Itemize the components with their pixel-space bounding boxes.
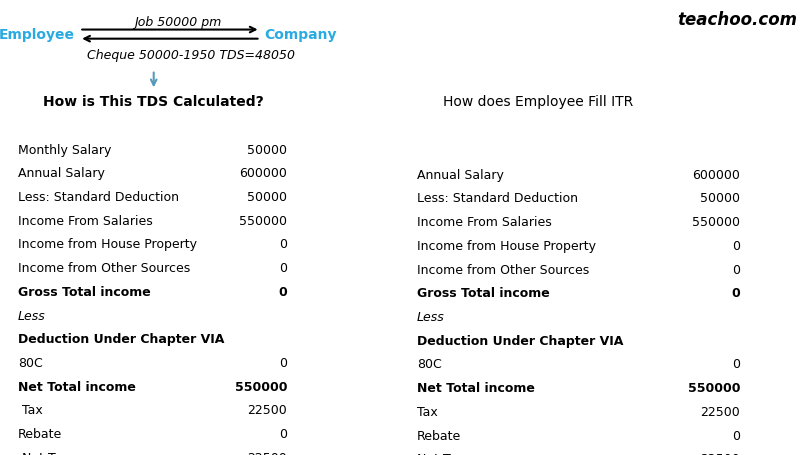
Text: Tax: Tax [18, 404, 43, 417]
Text: Rebate: Rebate [417, 429, 461, 442]
Text: 0: 0 [731, 287, 740, 300]
Text: 0: 0 [732, 358, 740, 371]
Text: 550000: 550000 [235, 380, 287, 393]
Text: Deduction Under Chapter VIA: Deduction Under Chapter VIA [417, 334, 623, 347]
Text: 0: 0 [279, 262, 287, 275]
Text: Rebate: Rebate [18, 427, 62, 440]
Text: 22500: 22500 [701, 452, 740, 455]
Text: Income From Salaries: Income From Salaries [417, 216, 552, 229]
Text: Less: Standard Deduction: Less: Standard Deduction [18, 191, 179, 204]
Text: 22500: 22500 [248, 404, 287, 417]
Text: 0: 0 [732, 429, 740, 442]
Text: Net Total income: Net Total income [417, 381, 535, 394]
Text: Company: Company [265, 28, 337, 42]
Text: Annual Salary: Annual Salary [417, 168, 503, 182]
Text: 600000: 600000 [239, 167, 287, 180]
Text: 0: 0 [279, 356, 287, 369]
Text: 550000: 550000 [688, 381, 740, 394]
Text: 80C: 80C [18, 356, 43, 369]
Text: Gross Total income: Gross Total income [417, 287, 549, 300]
Text: 0: 0 [279, 427, 287, 440]
Text: Monthly Salary: Monthly Salary [18, 143, 111, 157]
Text: Income from House Property: Income from House Property [18, 238, 197, 251]
Text: 600000: 600000 [693, 168, 740, 182]
Text: How is This TDS Calculated?: How is This TDS Calculated? [44, 95, 264, 109]
Text: teachoo.com: teachoo.com [677, 11, 797, 29]
Text: Net Tax: Net Tax [18, 451, 69, 455]
Text: Less: Standard Deduction: Less: Standard Deduction [417, 192, 578, 205]
Text: Net Total income: Net Total income [18, 380, 136, 393]
Text: 50000: 50000 [248, 191, 287, 204]
Text: 0: 0 [732, 239, 740, 253]
Text: Job 50000 pm: Job 50000 pm [134, 16, 222, 29]
Text: Less: Less [18, 309, 45, 322]
Text: How does Employee Fill ITR: How does Employee Fill ITR [443, 95, 633, 109]
Text: Less: Less [417, 310, 444, 324]
Text: Deduction Under Chapter VIA: Deduction Under Chapter VIA [18, 333, 224, 346]
Text: 22500: 22500 [248, 451, 287, 455]
Text: Annual Salary: Annual Salary [18, 167, 104, 180]
Text: Income From Salaries: Income From Salaries [18, 214, 153, 228]
Text: Income from Other Sources: Income from Other Sources [417, 263, 589, 276]
Text: 550000: 550000 [693, 216, 740, 229]
Text: Income from House Property: Income from House Property [417, 239, 595, 253]
Text: 550000: 550000 [239, 214, 287, 228]
Text: 50000: 50000 [701, 192, 740, 205]
Text: 0: 0 [732, 263, 740, 276]
Text: 22500: 22500 [701, 405, 740, 418]
Text: 0: 0 [279, 238, 287, 251]
Text: 80C: 80C [417, 358, 442, 371]
Text: Net Tax: Net Tax [417, 452, 464, 455]
Text: 0: 0 [278, 285, 287, 298]
Text: 50000: 50000 [248, 143, 287, 157]
Text: Income from Other Sources: Income from Other Sources [18, 262, 190, 275]
Text: Gross Total income: Gross Total income [18, 285, 150, 298]
Text: Tax: Tax [417, 405, 438, 418]
Text: Employee: Employee [0, 28, 75, 42]
Text: Cheque 50000-1950 TDS=48050: Cheque 50000-1950 TDS=48050 [87, 49, 295, 62]
